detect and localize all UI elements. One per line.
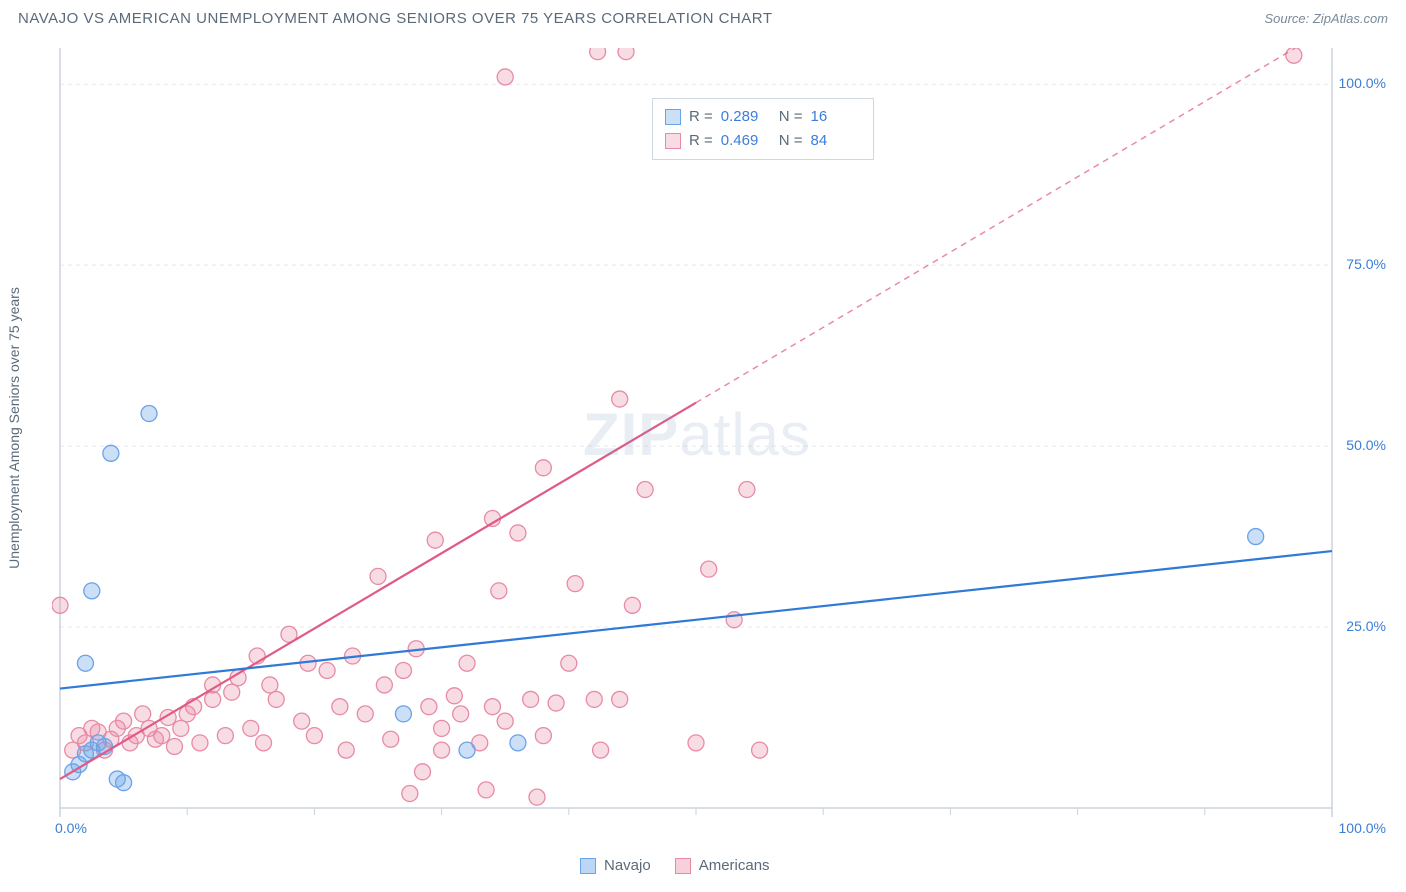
source-label: Source: ZipAtlas.com <box>1264 11 1388 26</box>
navajo-swatch-icon <box>665 109 681 125</box>
x-tick-label: 0.0% <box>55 820 87 836</box>
scatter-plot <box>52 48 1342 828</box>
y-tick-label: 50.0% <box>1346 437 1386 453</box>
legend-item-navajo: Navajo <box>580 857 651 874</box>
legend-label: Navajo <box>604 857 651 874</box>
navajo-legend-swatch-icon <box>580 858 596 874</box>
navajo-n-value: 16 <box>811 105 861 129</box>
x-tick-label: 100.0% <box>1339 820 1386 836</box>
legend-item-americans: Americans <box>675 857 770 874</box>
y-tick-label: 100.0% <box>1339 75 1386 91</box>
legend-row-navajo: R = 0.289 N = 16 <box>665 105 861 129</box>
y-tick-label: 25.0% <box>1346 618 1386 634</box>
chart-title: NAVAJO VS AMERICAN UNEMPLOYMENT AMONG SE… <box>18 10 773 27</box>
americans-swatch-icon <box>665 133 681 149</box>
series-legend: Navajo Americans <box>580 857 770 874</box>
correlation-legend: R = 0.289 N = 16 R = 0.469 N = 84 <box>652 98 874 160</box>
chart-area: ZIPatlas R = 0.289 N = 16 R = 0.469 N = … <box>52 48 1342 828</box>
legend-label: Americans <box>699 857 770 874</box>
americans-r-value: 0.469 <box>721 129 771 153</box>
y-axis-label: Unemployment Among Seniors over 75 years <box>6 287 22 569</box>
legend-row-americans: R = 0.469 N = 84 <box>665 129 861 153</box>
navajo-r-value: 0.289 <box>721 105 771 129</box>
y-tick-label: 75.0% <box>1346 256 1386 272</box>
americans-n-value: 84 <box>811 129 861 153</box>
americans-legend-swatch-icon <box>675 858 691 874</box>
